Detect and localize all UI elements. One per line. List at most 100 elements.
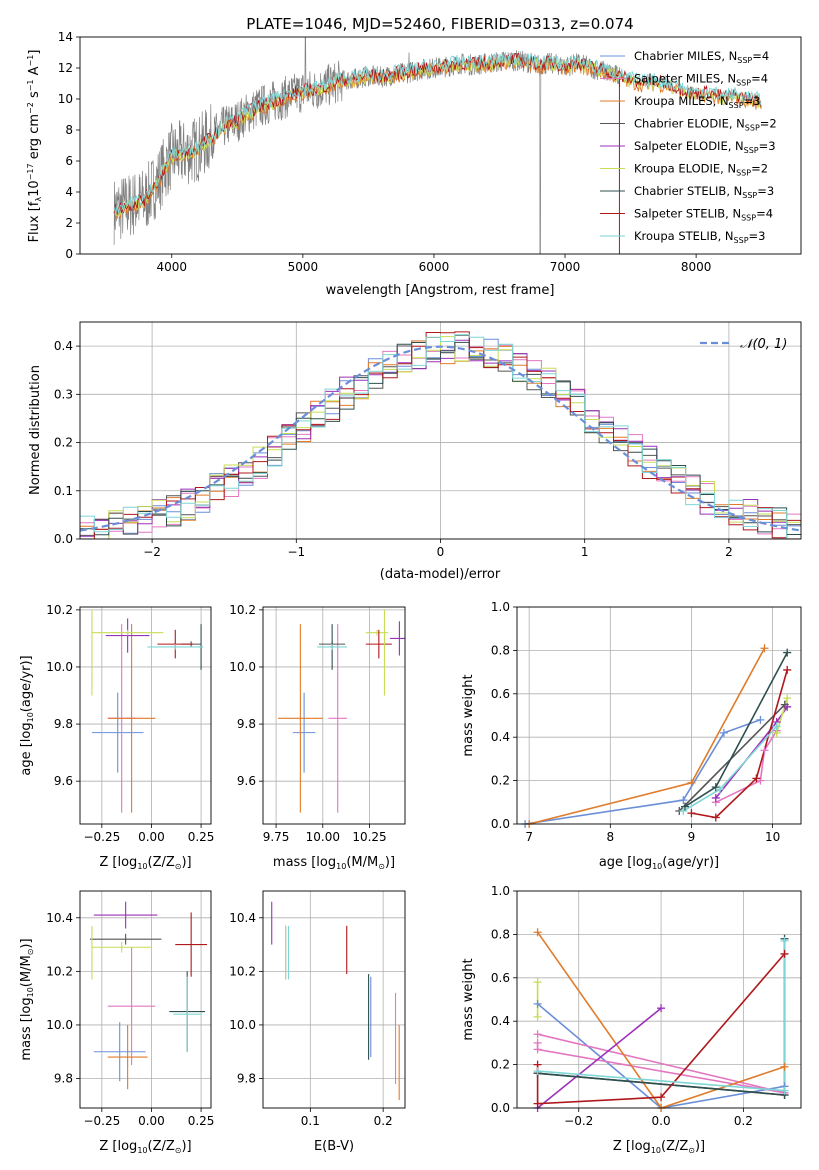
label-part: Z [log [99,1139,137,1154]
weight-marker-chabrier_stelib [711,783,720,792]
histogram-salpeter_stelib [80,331,801,539]
weight-marker-kroupa_miles [533,928,542,937]
plot-area [263,891,405,1108]
x-tick-label: 0.00 [138,1114,165,1128]
x-axis-label: E(B-V) [314,1139,354,1154]
y-tick-label: 0.8 [491,927,510,941]
chart-mass_vs_Z: −0.25 0.00 0.259.810.010.210.4Z [log10(Z/Z… [19,890,215,1155]
x-axis-label: Z [log10(Z/Z⊙)] [99,855,191,871]
y-tick-label: 10.2 [229,603,256,617]
y-tick-label: 10.4 [229,911,256,925]
x-tick-label: 0.2 [374,1114,393,1128]
y-tick-label: 4 [65,185,73,199]
label-part: mass [log [19,997,34,1060]
label-part: 10 [137,862,147,871]
label-part: 10 [651,1146,661,1155]
chart-mass_vs_ebv: 0.1 0.2 9.8 10.0 10.2 10.4 E(B-V) [229,890,406,1154]
x-tick-label: 0.1 [301,1114,320,1128]
chart-residuals: −2 −1 0 1 2 0.0 0.1 0.2 0.3 0.4 𝒩(0, 1) Normed dist… [28,321,802,582]
label-part: Kroupa STELIB, N [634,229,734,243]
legend-entry: Salpeter MILES, NSSP=4 [634,72,768,88]
label-part: (M/M [19,955,34,987]
figure-title: PLATE=1046, MJD=52460, FIBERID=0313, z=0… [246,15,633,33]
y-tick-label: 0.0 [491,1101,510,1115]
weight-marker-chabrier_miles [679,796,688,805]
weight-line-chabrier_miles [537,1003,785,1108]
label-part: 10 [652,862,662,871]
x-axis-label: age [log10(age/yr)] [599,855,719,871]
weight-marker-salpeter_stelib [711,813,720,822]
label-part: SSP [742,191,757,200]
x-tick-label: 0.25 [188,1114,215,1128]
y-tick-label: 0.6 [491,687,510,701]
label-part: Salpeter STELIB, N [634,207,741,221]
y-axis-label: Normed distribution [28,365,43,495]
label-part: (Z/Z [148,1139,175,1154]
histogram-kroupa_stelib [80,334,801,539]
label-part: −1 [26,55,35,67]
plot-area [113,37,762,254]
legend-entry: Salpeter STELIB, NSSP=4 [634,207,773,223]
x-tick-label: 0.2 [734,1114,753,1128]
x-tick-label: 8000 [681,260,712,274]
x-axis-label: (data-model)/error [380,567,501,582]
weight-line-salpeter_stelib [691,669,788,819]
weight-marker-kroupa_elodie [533,1012,542,1021]
weight-marker-kroupa_stelib [679,806,688,815]
label-part: −1 [26,79,35,91]
y-tick-label: 10.2 [229,964,256,978]
y-tick-label: 9.8 [54,717,73,731]
label-part: =3 [757,184,774,198]
weight-marker-kroupa_stelib [780,1086,789,1095]
x-axis-label: wavelength [Angstrom, rest frame] [326,283,555,298]
y-tick-label: 0.2 [491,774,510,788]
x-tick-label: 7 [525,830,533,844]
y-tick-label: 0.6 [491,971,510,985]
label-part: SSP [729,101,744,110]
y-tick-label: 9.6 [54,774,73,788]
weight-marker-kroupa_stelib [780,936,789,945]
label-part: )] [181,1139,191,1154]
x-tick-label: −1 [287,545,305,559]
x-tick-label: −0.25 [83,830,120,844]
label-part: Z [log [99,855,137,870]
weight-line-kroupa_miles [529,647,766,824]
weight-marker-salpeter_stelib [783,665,792,674]
label-part: =3 [744,94,761,108]
weight-marker-salpeter_stelib [687,809,696,818]
weight-marker-kroupa_elodie [783,694,792,703]
y-axis-label: mass weight [461,958,476,1040]
histogram-salpeter_elodie [80,339,801,539]
weight-marker-salpeter_miles [756,776,765,785]
label-part: 10 [27,180,42,197]
weight-marker-kroupa_miles [687,778,696,787]
x-tick-label: 0.0 [652,1114,671,1128]
x-tick-label: 7000 [550,260,581,274]
weight-marker-salpeter_stelib [533,1099,542,1108]
y-tick-label: 0.3 [54,387,73,401]
label-part: =2 [751,162,768,176]
x-tick-label: 2 [725,545,733,559]
label-part: (Z/Z [661,1139,688,1154]
y-tick-label: 0.8 [491,643,510,657]
axes-frame [262,606,406,825]
y-tick-label: 10.2 [46,603,73,617]
legend-entry: Kroupa ELODIE, NSSP=2 [634,162,768,178]
y-tick-label: 10.0 [229,660,256,674]
label-part: −17 [26,163,35,180]
label-part: mass [log [273,855,336,870]
label-part: Salpeter ELODIE, N [634,139,744,153]
label-part: age [log [19,722,34,775]
label-part: =3 [759,139,776,153]
y-tick-label: 0 [65,247,73,261]
legend-entry: Kroupa MILES, NSSP=3 [634,94,760,110]
y-tick-label: 0.0 [491,817,510,831]
label-part: =4 [751,72,768,86]
x-tick-label: 9 [688,830,696,844]
weight-marker-salpeter_stelib [780,949,789,958]
label-part: SSP [741,214,756,223]
x-tick-label: 10.25 [352,830,386,844]
label-part: ⊙ [26,949,35,956]
